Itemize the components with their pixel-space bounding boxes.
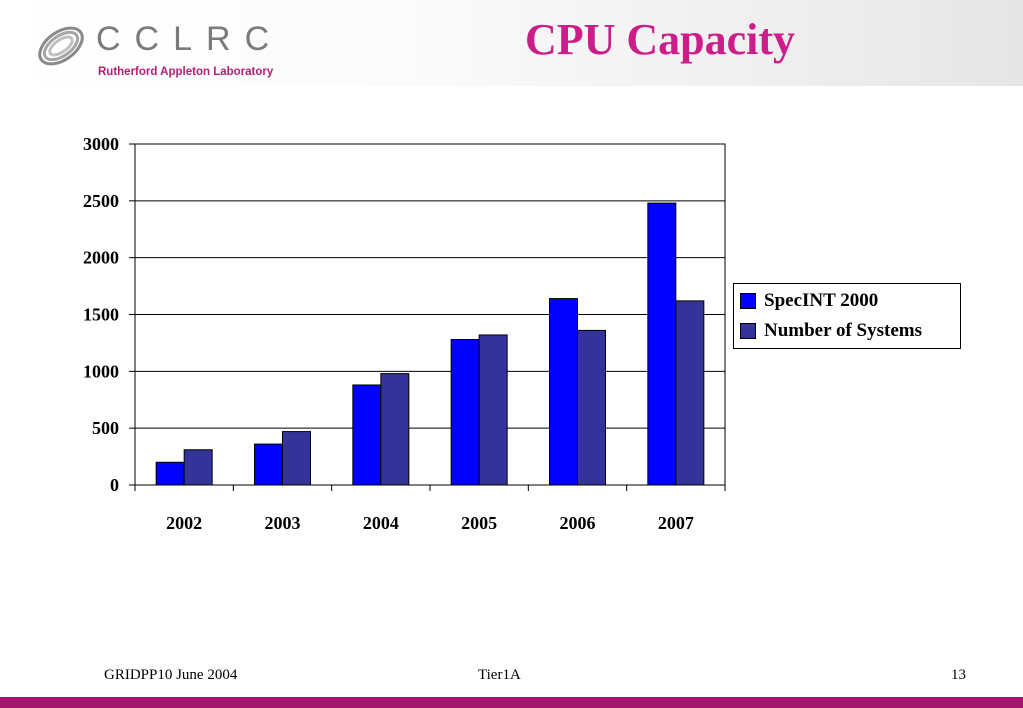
header-band	[0, 0, 1023, 86]
x-tick-label: 2003	[265, 513, 301, 533]
bar-systems-2002	[183, 449, 213, 486]
x-tick-label: 2005	[461, 513, 497, 533]
bar-systems-2005	[478, 334, 508, 486]
bar-systems-2007	[675, 300, 705, 486]
bar-specint-2002	[155, 461, 185, 486]
y-tick-label: 2500	[83, 191, 119, 211]
y-tick-label: 2000	[83, 248, 119, 268]
y-tick-label: 1000	[83, 361, 119, 381]
legend-swatch-systems	[740, 323, 756, 339]
legend-item-specint: SpecINT 2000	[740, 290, 878, 312]
legend-item-systems: Number of Systems	[740, 320, 922, 342]
y-tick-label: 0	[110, 475, 119, 495]
bar-specint-2005	[450, 339, 480, 486]
bar-systems-2003	[282, 431, 311, 486]
legend-label-specint: SpecINT 2000	[764, 290, 879, 311]
bar-specint-2004	[352, 384, 382, 486]
y-tick-label: 500	[92, 418, 119, 438]
chart-legend: SpecINT 2000 Number of Systems	[733, 283, 961, 349]
footer-bar	[0, 697, 1023, 708]
x-tick-label: 2002	[166, 513, 202, 533]
bar-specint-2003	[254, 443, 283, 486]
logo-swirl-icon	[38, 26, 84, 66]
footer-section: Tier1A	[478, 667, 521, 683]
legend-swatch-specint	[740, 293, 756, 309]
bar-specint-2006	[549, 298, 578, 486]
y-tick-label: 1500	[83, 305, 119, 325]
legend-label-systems: Number of Systems	[764, 320, 922, 341]
x-tick-label: 2007	[658, 513, 694, 533]
logo-name: CCLRC	[96, 20, 284, 58]
bar-specint-2007	[647, 202, 677, 486]
footer-event: GRIDPP10 June 2004	[104, 667, 238, 683]
bar-systems-2004	[380, 373, 410, 486]
cclrc-logo: CCLRC Rutherford Appleton Laboratory	[30, 12, 290, 82]
footer-page-number: 13	[951, 667, 966, 683]
bar-systems-2006	[577, 329, 606, 486]
x-tick-label: 2004	[363, 513, 399, 533]
y-tick-label: 3000	[83, 134, 119, 154]
logo-subtitle: Rutherford Appleton Laboratory	[98, 66, 274, 78]
x-tick-label: 2006	[560, 513, 596, 533]
slide-title: CPU Capacity	[524, 15, 796, 64]
